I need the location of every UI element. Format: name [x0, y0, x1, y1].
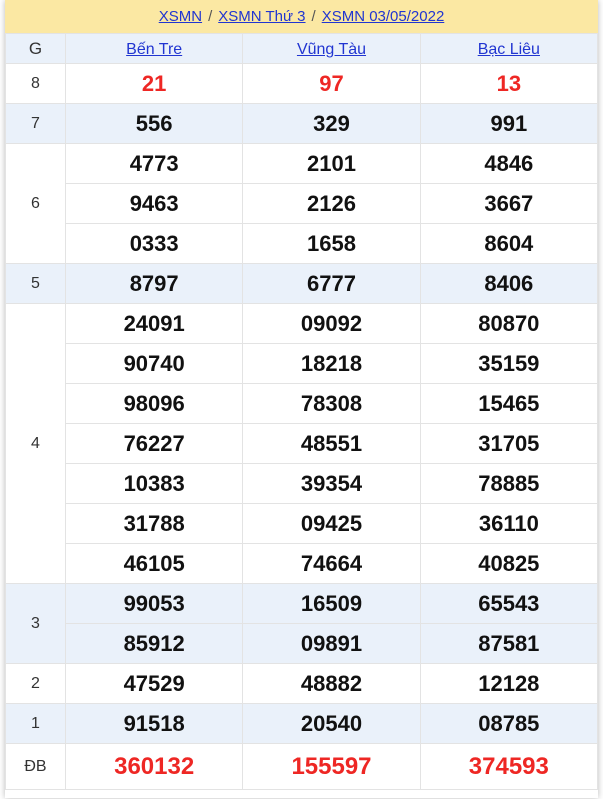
result-number: 35159	[419, 343, 599, 384]
result-number: 90740	[64, 343, 244, 384]
prize-label: 6	[5, 143, 66, 264]
table-row: 2 47529 48882 12128	[5, 663, 599, 704]
prize-label: 8	[5, 63, 66, 104]
result-number: 91518	[64, 703, 244, 744]
province-header-vung-tau: Vũng Tàu	[242, 33, 421, 64]
result-number: 2101	[242, 143, 421, 184]
result-number: 329	[242, 103, 421, 144]
result-number: 18218	[242, 343, 421, 384]
result-number: 0333	[64, 223, 244, 264]
result-number: 46105	[64, 543, 244, 584]
lottery-results-page: XSMN / XSMN Thứ 3 / XSMN 03/05/2022 G Bế…	[5, 0, 599, 798]
prize-label: 7	[5, 103, 66, 144]
table-row: 85912 09891 87581	[6, 623, 599, 664]
result-number: 21	[64, 63, 244, 104]
result-number: 74664	[242, 543, 421, 584]
result-number: 08785	[419, 703, 599, 744]
result-number: 76227	[64, 423, 244, 464]
table-row: 46105 74664 40825	[6, 543, 599, 584]
province-link-ben-tre[interactable]: Bến Tre	[126, 40, 183, 58]
results-body: 8 21 97 13 7 556 329 991 6 4773 2101 4846 9463 2126 36…	[5, 63, 599, 790]
breadcrumb-link-xsmn[interactable]: XSMN	[158, 8, 203, 25]
table-row: 90740 18218 35159	[6, 343, 599, 384]
result-number: 40825	[419, 543, 599, 584]
breadcrumb-separator: /	[311, 8, 316, 25]
result-number: 85912	[64, 623, 244, 664]
province-link-bac-lieu[interactable]: Bạc Liêu	[477, 40, 540, 58]
result-number: 24091	[64, 303, 244, 344]
result-number: 8797	[64, 263, 244, 304]
result-number: 16509	[242, 583, 421, 624]
result-number: 6777	[242, 263, 421, 304]
table-row: 4 24091 09092 80870	[5, 303, 599, 584]
result-number: 991	[419, 103, 599, 144]
result-number: 155597	[242, 743, 421, 790]
prize-label: 5	[5, 263, 66, 304]
result-number: 10383	[64, 463, 244, 504]
prize-label: 2	[5, 663, 66, 704]
table-row: 9463 2126 3667	[6, 183, 599, 224]
result-number: 97	[242, 63, 421, 104]
table-row: 6 4773 2101 4846	[5, 143, 599, 264]
result-number: 78885	[419, 463, 599, 504]
table-row: 5 8797 6777 8406	[5, 263, 599, 304]
result-number: 8406	[419, 263, 599, 304]
result-number: 8604	[419, 223, 599, 264]
result-number: 48882	[242, 663, 421, 704]
table-row: 0333 1658 8604	[6, 223, 599, 264]
result-number: 2126	[242, 183, 421, 224]
prize-label: ĐB	[5, 743, 66, 790]
result-number: 31705	[419, 423, 599, 464]
result-number: 98096	[64, 383, 244, 424]
result-number: 12128	[419, 663, 599, 704]
result-number: 78308	[242, 383, 421, 424]
result-number: 99053	[64, 583, 244, 624]
table-header-row: G Bến Tre Vũng Tàu Bạc Liêu	[5, 33, 599, 64]
result-number: 3667	[419, 183, 599, 224]
province-header-ben-tre: Bến Tre	[64, 33, 244, 64]
table-row: 76227 48551 31705	[6, 423, 599, 464]
result-number: 36110	[419, 503, 599, 544]
result-number: 65543	[419, 583, 599, 624]
result-number: 4846	[419, 143, 599, 184]
prize-label: 3	[5, 583, 66, 664]
result-number: 9463	[64, 183, 244, 224]
breadcrumb-separator: /	[208, 8, 213, 25]
result-number: 39354	[242, 463, 421, 504]
prize-column-header: G	[5, 33, 66, 64]
results-table: G Bến Tre Vũng Tàu Bạc Liêu 8 21 97 13 7 556 3…	[5, 33, 599, 790]
result-number: 48551	[242, 423, 421, 464]
table-row: 3 99053 16509 65543	[5, 583, 599, 664]
result-number: 15465	[419, 383, 599, 424]
result-number: 374593	[419, 743, 599, 790]
breadcrumb-link-xsmn-thu-3[interactable]: XSMN Thứ 3	[218, 8, 306, 25]
result-number: 20540	[242, 703, 421, 744]
result-number: 31788	[64, 503, 244, 544]
prize-label: 1	[5, 703, 66, 744]
province-link-vung-tau[interactable]: Vũng Tàu	[296, 40, 367, 58]
result-number: 80870	[419, 303, 599, 344]
province-header-bac-lieu: Bạc Liêu	[419, 33, 599, 64]
prize-label: 4	[5, 303, 66, 584]
table-row: 31788 09425 36110	[6, 503, 599, 544]
table-row: 7 556 329 991	[5, 103, 599, 144]
table-row: 1 91518 20540 08785	[5, 703, 599, 744]
result-number: 87581	[419, 623, 599, 664]
table-row: 8 21 97 13	[5, 63, 599, 104]
table-row: ĐB 360132 155597 374593	[5, 743, 599, 790]
result-number: 09891	[242, 623, 421, 664]
breadcrumb: XSMN / XSMN Thứ 3 / XSMN 03/05/2022	[5, 0, 598, 33]
result-number: 360132	[64, 743, 244, 790]
result-number: 13	[419, 63, 599, 104]
result-number: 09092	[242, 303, 421, 344]
result-number: 47529	[64, 663, 244, 704]
result-number: 556	[64, 103, 244, 144]
result-number: 09425	[242, 503, 421, 544]
breadcrumb-link-xsmn-date[interactable]: XSMN 03/05/2022	[321, 8, 445, 25]
result-number: 1658	[242, 223, 421, 264]
table-row: 98096 78308 15465	[6, 383, 599, 424]
result-number: 4773	[64, 143, 244, 184]
table-row: 10383 39354 78885	[6, 463, 599, 504]
